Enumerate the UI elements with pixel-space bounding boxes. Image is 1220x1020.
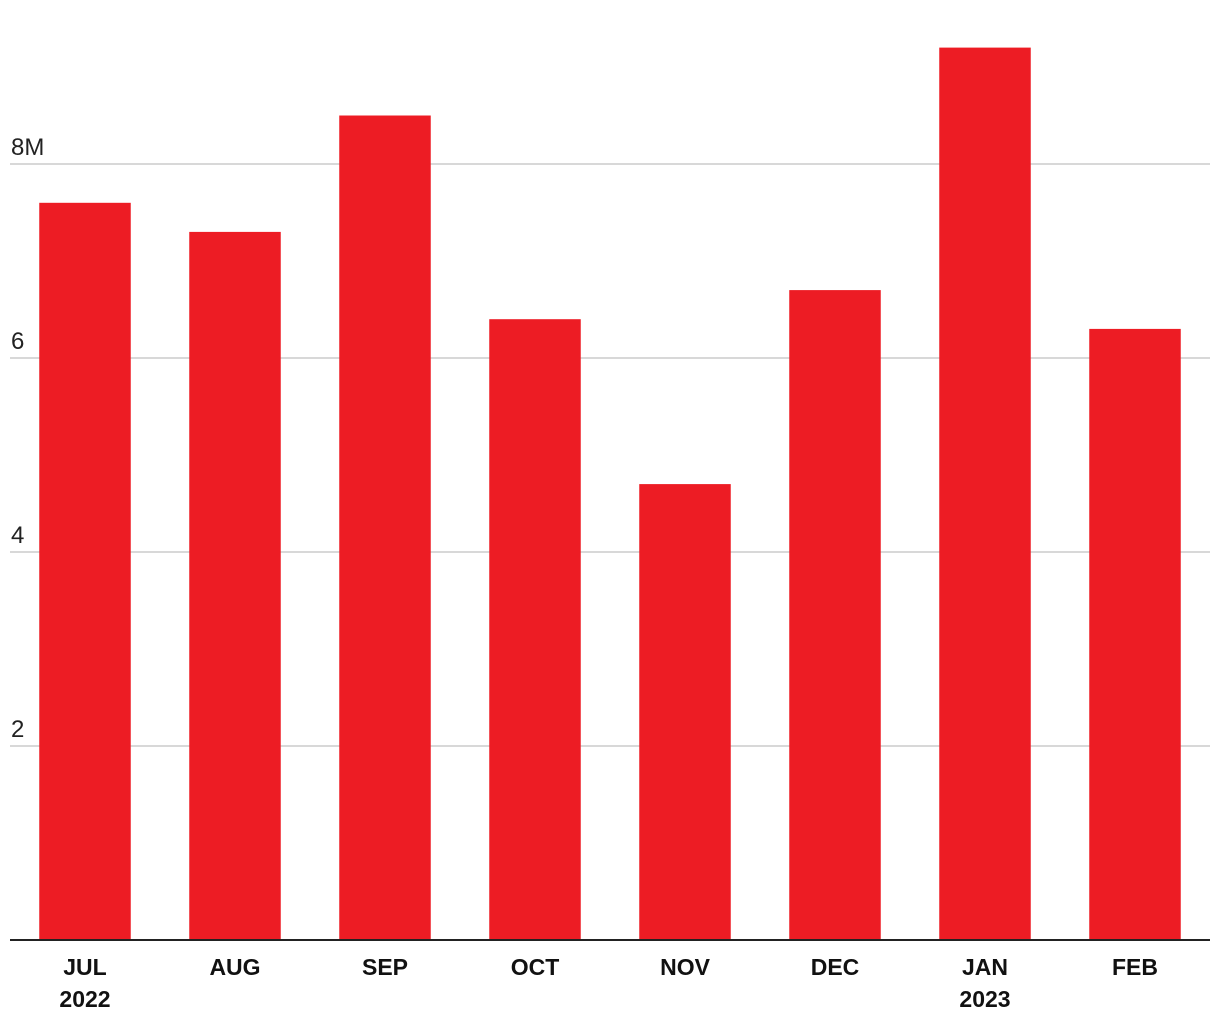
bar-aug <box>189 231 281 940</box>
x-tick-label: SEP <box>362 954 408 980</box>
bar-sep <box>339 115 431 940</box>
y-tick-label: 2 <box>11 716 24 743</box>
x-axis-tick-labels: JUL 2022 AUG SEP OCT NOV DEC JAN 2023 FEB <box>59 954 1158 1012</box>
x-tick-year-label: 2022 <box>59 986 110 1012</box>
bar-jan <box>939 47 1031 941</box>
x-tick-label: JUL <box>63 954 106 980</box>
x-tick-label: AUG <box>209 954 260 980</box>
bar-feb <box>1089 328 1181 940</box>
x-tick-year-label: 2023 <box>959 986 1010 1012</box>
y-tick-label: 6 <box>11 328 24 355</box>
y-axis-tick-labels: 2 4 6 8M <box>11 134 44 743</box>
x-tick-label: NOV <box>660 954 711 980</box>
bar-dec <box>789 290 881 941</box>
bar-jul <box>39 202 131 941</box>
bar-nov <box>639 484 731 940</box>
x-tick-label: DEC <box>811 954 860 980</box>
bars <box>39 47 1181 941</box>
bar-oct <box>489 319 581 940</box>
y-tick-label: 4 <box>11 522 24 549</box>
x-tick-label: JAN <box>962 954 1008 980</box>
x-tick-label: FEB <box>1112 954 1158 980</box>
y-tick-label: 8M <box>11 134 44 161</box>
x-tick-label: OCT <box>511 954 560 980</box>
